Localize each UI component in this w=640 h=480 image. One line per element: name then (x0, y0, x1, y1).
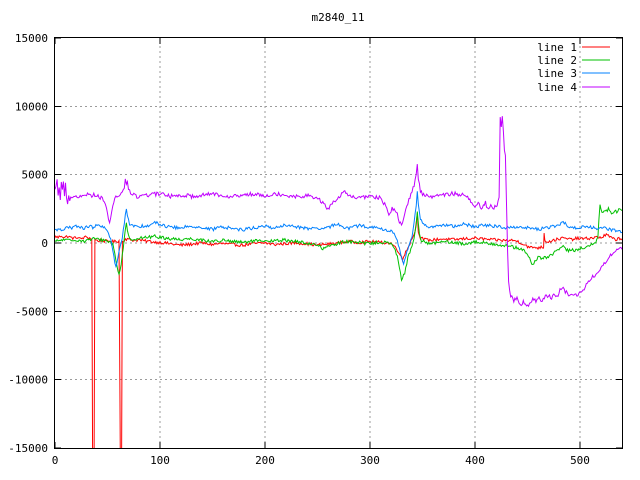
chart-title: m2840_11 (312, 11, 365, 24)
series-line-2 (55, 204, 622, 283)
y-axis-tick-label: 0 (41, 237, 48, 250)
legend-entry: line 4 (537, 81, 610, 94)
y-axis-tick-label: -5000 (15, 305, 48, 318)
y-axis-tick-label: -15000 (8, 442, 48, 455)
legend-entry: line 3 (537, 67, 610, 80)
x-axis-tick-label: 500 (570, 454, 590, 467)
legend-label: line 4 (537, 81, 577, 94)
series-line-1 (55, 213, 622, 448)
x-axis-tick-label: 300 (360, 454, 380, 467)
x-axis-tick-label: 0 (52, 454, 59, 467)
legend-label: line 2 (537, 54, 577, 67)
legend-label: line 3 (537, 67, 577, 80)
plot-border-rect (54, 37, 623, 449)
plot-border (54, 37, 623, 449)
legend-label: line 1 (537, 41, 577, 54)
data-series (55, 116, 622, 448)
axis-tick-labels: -15000 -10000 -5000 0 5000 10000 15000 0 100 200 3… (8, 32, 590, 467)
y-axis-tick-label: -10000 (8, 374, 48, 387)
x-axis-tick-label: 200 (255, 454, 275, 467)
series-line-4 (55, 116, 622, 308)
y-axis-tick-label: 10000 (15, 100, 48, 113)
axis-ticks (54, 37, 622, 449)
y-axis-tick-label: 15000 (15, 32, 48, 45)
x-axis-tick-label: 400 (465, 454, 485, 467)
x-axis-tick-label: 100 (150, 454, 170, 467)
series-line-3 (55, 191, 622, 269)
legend-entry: line 1 (537, 41, 610, 54)
y-axis-tick-label: 5000 (22, 169, 49, 182)
legend-entry: line 2 (537, 54, 610, 67)
